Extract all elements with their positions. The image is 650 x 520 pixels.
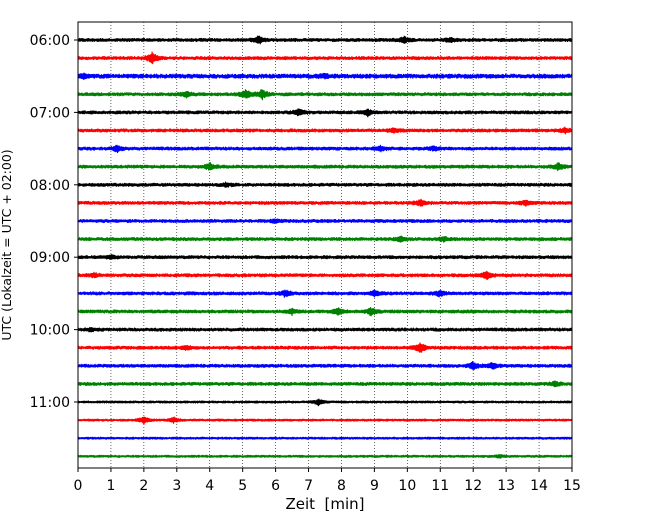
x-tick-label: 10 [398,478,416,494]
x-tick-label: 12 [464,478,482,494]
trace-0730 [77,144,573,154]
trace-1130 [77,436,573,440]
y-tick-label: 08:00 [30,178,70,194]
trace-0615 [77,51,573,65]
y-axis-label: UTC (Lokalzeit = UTC + 02:00) [0,149,14,340]
trace-1015 [77,342,573,353]
y-tick-label: 11:00 [30,395,70,411]
x-tick-label: 1 [106,478,115,494]
y-axis-ticks: 06:00 07:00 08:00 09:00 10:00 11:00 [30,33,78,411]
trace-0945 [77,307,573,317]
trace-0830 [77,218,573,224]
trace-0630 [77,72,573,80]
trace-1145 [77,453,573,459]
x-tick-label: 3 [172,478,181,494]
y-tick-label: 10:00 [30,323,70,339]
trace-1000 [77,327,573,333]
x-tick-label: 4 [205,478,214,494]
trace-1045 [77,380,573,388]
trace-0845 [77,235,573,243]
x-tick-label: 9 [370,478,379,494]
trace-0715 [77,126,573,135]
trace-0700 [77,108,573,118]
x-axis-ticks: 0 1 2 3 4 5 6 7 8 9 10 11 12 13 14 15 [74,468,581,494]
trace-0915 [77,270,573,280]
x-tick-label: 13 [497,478,515,494]
grid-lines [110,22,540,468]
x-tick-label: 2 [139,478,148,494]
x-tick-label: 5 [238,478,247,494]
trace-0645 [77,89,573,101]
trace-0815 [77,198,573,207]
x-tick-label: 7 [304,478,313,494]
seismic-traces [77,35,573,459]
x-tick-label: 11 [431,478,449,494]
x-tick-label: 14 [530,478,548,494]
plot-frame [77,21,573,469]
trace-1030 [77,361,573,371]
trace-0930 [77,289,573,298]
trace-1100 [77,398,573,407]
x-axis-label: Zeit [min] [285,495,364,513]
trace-0800 [77,181,573,188]
x-tick-label: 8 [337,478,346,494]
x-tick-label: 15 [563,478,581,494]
x-tick-label: 0 [74,478,83,494]
y-tick-label: 06:00 [30,33,70,49]
y-tick-label: 07:00 [30,105,70,121]
y-tick-label: 09:00 [30,250,70,266]
trace-1115 [77,416,573,425]
trace-0745 [77,162,573,172]
x-tick-label: 6 [271,478,280,494]
trace-0600 [77,35,573,45]
trace-0900 [77,254,573,260]
